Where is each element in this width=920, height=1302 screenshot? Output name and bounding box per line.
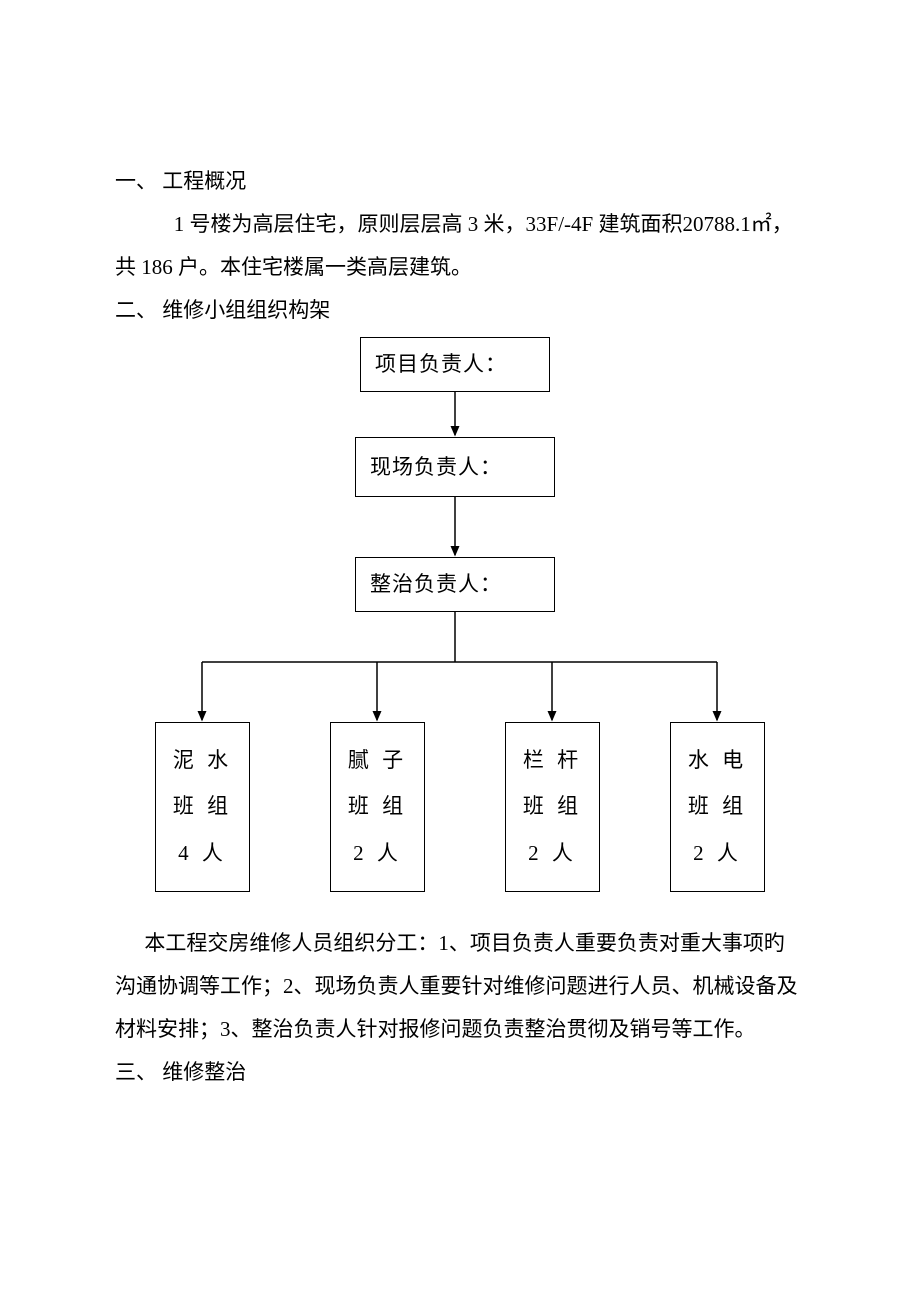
node-rectify-leader: 整治负责人： — [355, 557, 555, 612]
node-site-leader: 现场负责人： — [355, 437, 555, 497]
team-node-rail: 栏 杆 班 组 2 人 — [505, 722, 600, 892]
team-line: 班 组 — [335, 783, 420, 829]
team-line: 水 电 — [675, 737, 760, 783]
node-label: 整治负责人： — [370, 563, 502, 606]
team-line: 栏 杆 — [510, 737, 595, 783]
node-label: 项目负责人： — [375, 343, 507, 386]
team-line: 班 组 — [510, 783, 595, 829]
section-2-tail: 本工程交房维修人员组织分工：1、项目负责人重要负责对重大事项旳沟通协调等工作；2… — [115, 922, 805, 1051]
section-1-body: 1 号楼为高层住宅，原则层层高 3 米，33F/-4F 建筑面积20788.1㎡… — [115, 203, 805, 289]
team-line: 腻 子 — [335, 737, 420, 783]
team-line: 班 组 — [675, 783, 760, 829]
section-3-heading: 三、 维修整治 — [115, 1051, 805, 1094]
team-line: 2 人 — [335, 830, 420, 876]
node-label: 现场负责人： — [370, 446, 502, 489]
org-flowchart: 项目负责人： 现场负责人： 整治负责人： 泥 水 班 组 4 人 腻 子 班 组… — [115, 332, 805, 922]
team-line: 2 人 — [510, 830, 595, 876]
team-line: 2 人 — [675, 830, 760, 876]
team-node-putty: 腻 子 班 组 2 人 — [330, 722, 425, 892]
section-1-heading: 一、 工程概况 — [115, 160, 805, 203]
team-line: 泥 水 — [160, 737, 245, 783]
team-line: 4 人 — [160, 830, 245, 876]
team-node-masonry: 泥 水 班 组 4 人 — [155, 722, 250, 892]
team-line: 班 组 — [160, 783, 245, 829]
section-2-heading: 二、 维修小组组织构架 — [115, 289, 805, 332]
team-node-hydro: 水 电 班 组 2 人 — [670, 722, 765, 892]
document-page: 一、 工程概况 1 号楼为高层住宅，原则层层高 3 米，33F/-4F 建筑面积… — [0, 0, 920, 1154]
node-project-leader: 项目负责人： — [360, 337, 550, 392]
